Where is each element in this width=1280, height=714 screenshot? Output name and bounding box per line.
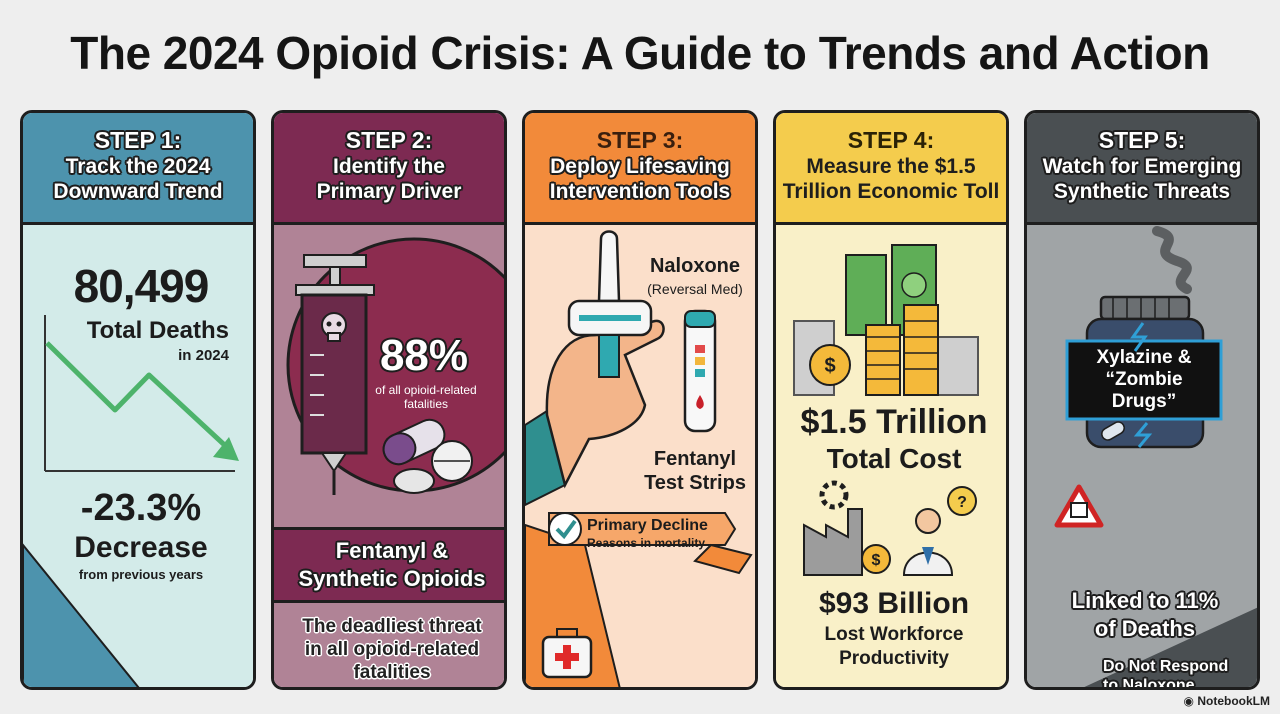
step-3-body: Naloxone (Reversal Med) Fentanyl Test St… — [525, 225, 755, 687]
driver-desc-line: in all opioid-related — [304, 639, 480, 660]
threat-line: Xylazine & — [1096, 347, 1192, 368]
naloxone-sub: (Reversal Med) — [647, 281, 743, 297]
step-heading-line: Downward Trend — [53, 180, 223, 203]
step-label: STEP 2: — [345, 127, 433, 153]
linked-line: Linked to 11% — [1071, 588, 1219, 613]
step-heading-line: Synthetic Threats — [1053, 180, 1231, 203]
step-heading-line: Watch for Emerging — [1042, 155, 1242, 178]
threat-line: Drugs” — [1111, 391, 1177, 412]
test-strips-line: Test Strips — [644, 472, 746, 494]
step-3-header: STEP 3: Deploy Lifesaving Intervention T… — [525, 113, 755, 225]
money-stack-icon: $ $ ? — [793, 244, 979, 576]
decrease-percent: -23.3% — [80, 487, 202, 529]
step-1-body: 80,499 Total Deaths in 2024 -23.3% Decre… — [23, 225, 253, 687]
driver-line: Synthetic Opioids — [298, 566, 486, 591]
brand-icon: ◉ — [1183, 694, 1198, 708]
step-heading-line: Trillion Economic Toll — [782, 180, 1000, 203]
warning-line: to Naloxone — [1103, 677, 1195, 690]
percent-sub-line: fatalities — [403, 397, 449, 411]
banner-line: Reasons in mortality — [587, 536, 706, 550]
naloxone-hand-icon — [525, 230, 753, 687]
driver-line: Fentanyl & — [335, 538, 449, 563]
total-deaths-label: Total Deaths — [86, 317, 229, 344]
syringe-icon — [286, 237, 504, 495]
drug-jar-icon — [1054, 226, 1257, 687]
svg-text:?: ? — [957, 494, 967, 511]
driver-desc-line: fatalities — [353, 662, 431, 683]
test-strips-line: Fentanyl — [653, 448, 737, 470]
step-4-card: STEP 4: Measure the $1.5 Trillion Econom… — [773, 110, 1009, 690]
page-title: The 2024 Opioid Crisis: A Guide to Trend… — [70, 27, 1210, 79]
naloxone-label: Naloxone — [649, 255, 741, 277]
fentanyl-percent: 88% — [379, 331, 469, 380]
step-heading-line: Track the 2024 — [65, 155, 211, 178]
step-5-header: STEP 5: Watch for Emerging Synthetic Thr… — [1027, 113, 1257, 225]
trend-chart-icon — [23, 315, 239, 687]
step-2-body: 88% of all opioid-related fatalities Fen… — [274, 225, 504, 687]
step-label: STEP 5: — [1098, 127, 1186, 153]
linked-line: of Deaths — [1094, 616, 1196, 641]
brand-label: NotebookLM — [1197, 694, 1270, 708]
total-deaths-year: in 2024 — [178, 347, 229, 364]
warning-line: Do Not Respond — [1103, 658, 1229, 675]
svg-text:$: $ — [872, 552, 881, 569]
total-cost-label: Total Cost — [826, 443, 962, 474]
lost-productivity-line: Lost Workforce — [824, 624, 964, 645]
driver-band — [274, 527, 504, 603]
step-4-body: $ $ ? $1.5 Trillion Total Cost $93 Billi… — [776, 225, 1006, 687]
step-5-card: STEP 5: Watch for Emerging Synthetic Thr… — [1024, 110, 1260, 690]
step-heading-line: Identify the — [332, 155, 445, 178]
decrease-label: Decrease — [74, 531, 208, 564]
threat-line: “Zombie — [1105, 369, 1183, 390]
step-4-header: STEP 4: Measure the $1.5 Trillion Econom… — [776, 113, 1006, 225]
driver-desc-line: The deadliest threat — [302, 616, 482, 637]
step-label: STEP 1: — [94, 127, 182, 153]
total-cost-number: $1.5 Trillion — [800, 403, 988, 441]
percent-sub-line: of all opioid-related — [375, 383, 477, 397]
step-3-card: STEP 3: Deploy Lifesaving Intervention T… — [522, 110, 758, 690]
step-2-card: STEP 2: Identify the Primary Driver — [271, 110, 507, 690]
banner-line: Primary Decline — [587, 517, 708, 534]
brand-logo: ◉ NotebookLM — [1184, 694, 1270, 708]
step-5-body: Xylazine & “Zombie Drugs” Linked to 11% … — [1027, 225, 1257, 690]
step-2-header: STEP 2: Identify the Primary Driver — [274, 113, 504, 225]
step-heading-line: Measure the $1.5 — [806, 155, 976, 178]
step-1-card: STEP 1: Track the 2024 Downward Trend 80… — [20, 110, 256, 690]
step-label: STEP 4: — [847, 127, 935, 153]
step-heading-line: Intervention Tools — [549, 180, 731, 203]
lost-productivity-number: $93 Billion — [818, 587, 970, 620]
svg-text:$: $ — [824, 355, 835, 377]
step-1-header: STEP 1: Track the 2024 Downward Trend — [23, 113, 253, 225]
total-deaths-number: 80,499 — [73, 260, 210, 312]
step-label: STEP 3: — [596, 127, 684, 153]
lost-productivity-line: Productivity — [839, 648, 949, 669]
step-heading-line: Primary Driver — [316, 180, 462, 203]
step-heading-line: Deploy Lifesaving — [550, 155, 730, 178]
decrease-sub: from previous years — [78, 567, 204, 582]
